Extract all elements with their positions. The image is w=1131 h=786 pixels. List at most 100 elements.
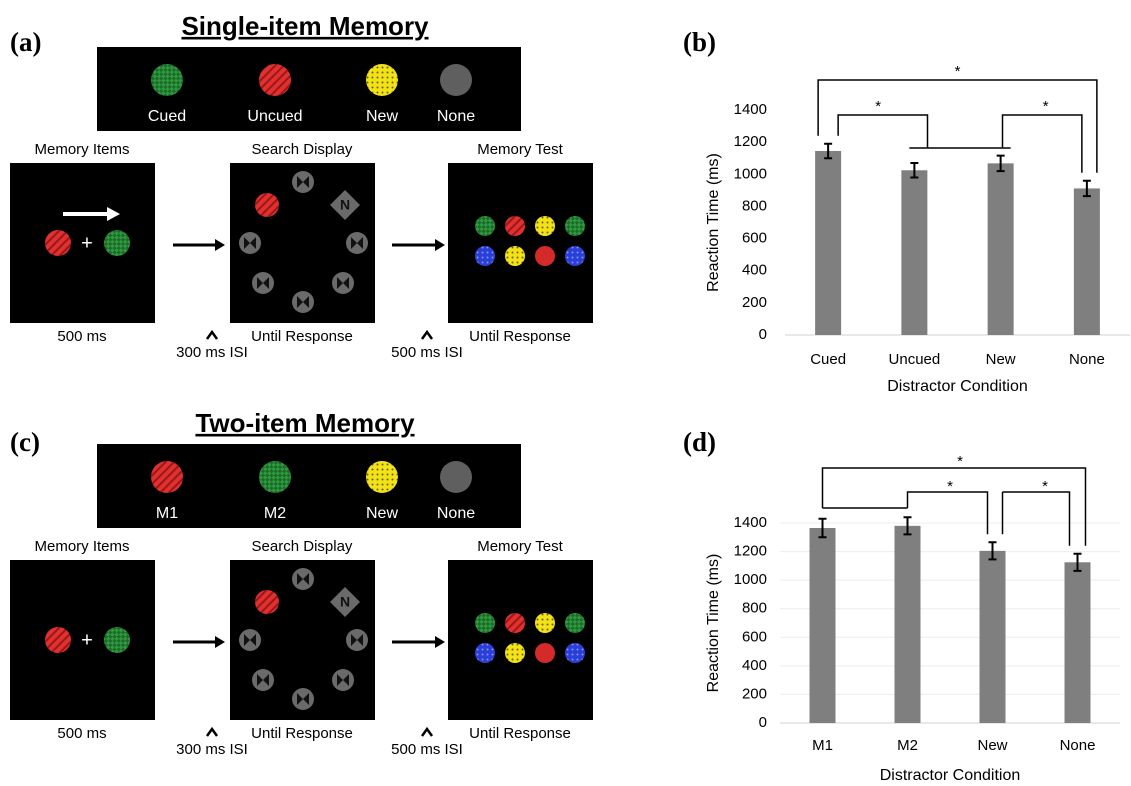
frame-title: Memory Items bbox=[34, 538, 129, 555]
diagram-title: Two-item Memory bbox=[195, 408, 415, 438]
bar bbox=[901, 170, 927, 335]
duration: Until Response bbox=[469, 328, 571, 345]
arrow-head bbox=[435, 239, 445, 251]
y-tick-label: 800 bbox=[742, 197, 767, 214]
y-tick-label: 1400 bbox=[734, 514, 767, 531]
y-tick-label: 400 bbox=[742, 657, 767, 674]
duration: 500 ms bbox=[57, 328, 106, 345]
x-tick-label: M2 bbox=[897, 737, 918, 754]
test-item bbox=[505, 613, 525, 633]
panel-label: (b) bbox=[683, 27, 716, 57]
test-item bbox=[565, 643, 585, 663]
distractor bbox=[255, 193, 279, 217]
test-item bbox=[475, 216, 495, 236]
x-tick-label: Uncued bbox=[889, 351, 941, 368]
significance-label: * bbox=[957, 453, 963, 470]
y-axis-label: Reaction Time (ms) bbox=[705, 554, 722, 693]
legend-label: New bbox=[366, 108, 398, 125]
diagram: Two-item Memory M1 M2 New None Memory Items 50… bbox=[10, 408, 593, 758]
y-tick-label: 200 bbox=[742, 294, 767, 311]
bar bbox=[988, 163, 1014, 335]
frame-title: Search Display bbox=[252, 538, 353, 555]
y-tick-label: 600 bbox=[742, 230, 767, 247]
significance-label: * bbox=[947, 478, 953, 495]
caret bbox=[422, 332, 432, 339]
x-tick-label: None bbox=[1069, 351, 1105, 368]
test-item bbox=[475, 246, 495, 266]
y-tick-label: 600 bbox=[742, 628, 767, 645]
arrow-head bbox=[215, 239, 225, 251]
legend-label: M2 bbox=[264, 505, 286, 522]
test-item bbox=[535, 216, 555, 236]
caret bbox=[422, 729, 432, 736]
y-tick-label: 0 bbox=[759, 714, 767, 731]
y-tick-label: 0 bbox=[759, 326, 767, 343]
legend-swatch bbox=[440, 461, 472, 493]
diagram-title: Single-item Memory bbox=[181, 11, 429, 41]
test-item bbox=[505, 643, 525, 663]
figure: (a)(b)(c)(d)Single-item MemoryCuedUncued… bbox=[0, 0, 1131, 786]
legend-label: M1 bbox=[156, 505, 178, 522]
memory-item bbox=[45, 627, 71, 653]
bar bbox=[1074, 188, 1100, 335]
x-axis-label: Distractor Condition bbox=[887, 378, 1028, 395]
legend-label: Uncued bbox=[247, 108, 302, 125]
legend-swatch bbox=[366, 64, 398, 96]
test-item bbox=[475, 643, 495, 663]
frame-title: Memory Test bbox=[477, 538, 563, 555]
y-tick-label: 1000 bbox=[734, 165, 767, 182]
significance-label: * bbox=[875, 98, 881, 115]
memory-item bbox=[104, 627, 130, 653]
panel-label: (a) bbox=[10, 27, 41, 57]
panel-label: (d) bbox=[683, 427, 716, 457]
target-letter: N bbox=[340, 197, 350, 213]
memory-item bbox=[104, 230, 130, 256]
legend-swatch bbox=[151, 64, 183, 96]
test-item bbox=[565, 246, 585, 266]
duration: Until Response bbox=[469, 725, 571, 742]
bar bbox=[895, 526, 921, 723]
test-item bbox=[505, 216, 525, 236]
frame bbox=[448, 163, 593, 323]
y-tick-label: 1200 bbox=[734, 543, 767, 560]
legend-swatch bbox=[440, 64, 472, 96]
legend-label: None bbox=[437, 108, 475, 125]
caret bbox=[207, 729, 217, 736]
y-tick-label: 200 bbox=[742, 685, 767, 702]
x-tick-label: None bbox=[1060, 737, 1096, 754]
distractor bbox=[255, 590, 279, 614]
test-item bbox=[565, 216, 585, 236]
y-tick-label: 1200 bbox=[734, 133, 767, 150]
isi: 300 ms ISI bbox=[176, 344, 248, 361]
frame-title: Memory Test bbox=[477, 141, 563, 158]
target-letter: N bbox=[340, 594, 350, 610]
memory-item bbox=[45, 230, 71, 256]
isi: 500 ms ISI bbox=[391, 344, 463, 361]
frame-title: Memory Items bbox=[34, 141, 129, 158]
duration: 500 ms bbox=[57, 725, 106, 742]
test-item bbox=[505, 246, 525, 266]
significance-bracket bbox=[1003, 492, 1070, 546]
frame-title: Search Display bbox=[252, 141, 353, 158]
fixation: + bbox=[81, 232, 93, 254]
x-tick-label: New bbox=[977, 737, 1007, 754]
legend-label: None bbox=[437, 505, 475, 522]
legend-swatch bbox=[259, 64, 291, 96]
y-tick-label: 1000 bbox=[734, 571, 767, 588]
isi: 300 ms ISI bbox=[176, 741, 248, 758]
legend-swatch bbox=[259, 461, 291, 493]
legend-label: New bbox=[366, 505, 398, 522]
legend-label: Cued bbox=[148, 108, 186, 125]
x-tick-label: Cued bbox=[810, 351, 846, 368]
y-axis-label: Reaction Time (ms) bbox=[705, 153, 722, 292]
test-item bbox=[475, 613, 495, 633]
significance-bracket bbox=[818, 80, 1097, 173]
x-axis-label: Distractor Condition bbox=[880, 767, 1021, 784]
test-item bbox=[535, 246, 555, 266]
x-tick-label: New bbox=[986, 351, 1016, 368]
bar bbox=[1065, 562, 1091, 723]
bar bbox=[980, 551, 1006, 723]
legend-swatch bbox=[151, 461, 183, 493]
significance-label: * bbox=[1042, 478, 1048, 495]
